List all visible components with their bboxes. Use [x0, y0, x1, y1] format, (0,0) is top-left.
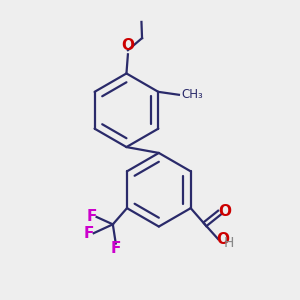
Text: O: O: [216, 232, 229, 247]
Text: CH₃: CH₃: [181, 88, 203, 101]
Text: O: O: [218, 204, 231, 219]
Text: O: O: [122, 38, 134, 53]
Text: H: H: [224, 236, 234, 250]
Text: F: F: [84, 226, 94, 241]
Text: F: F: [111, 241, 121, 256]
Text: F: F: [87, 208, 97, 224]
